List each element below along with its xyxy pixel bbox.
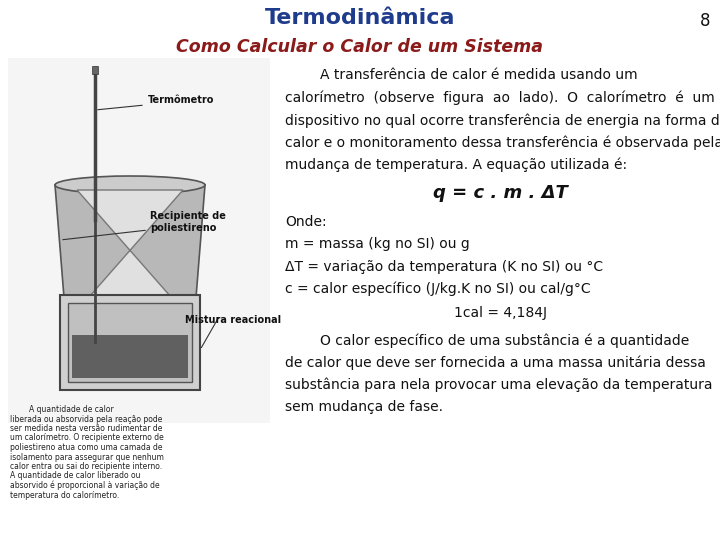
Text: q = c . m . ΔT: q = c . m . ΔT <box>433 185 567 202</box>
Text: Termodinâmica: Termodinâmica <box>265 8 455 28</box>
Text: de calor que deve ser fornecida a uma massa unitária dessa: de calor que deve ser fornecida a uma ma… <box>285 355 706 370</box>
Text: um calorímetro. O recipiente externo de: um calorímetro. O recipiente externo de <box>10 434 163 442</box>
Text: calor entra ou sai do recipiente interno.: calor entra ou sai do recipiente interno… <box>10 462 162 471</box>
Text: Mistura reacional: Mistura reacional <box>185 315 281 325</box>
Text: m = massa (kg no SI) ou g: m = massa (kg no SI) ou g <box>285 237 469 251</box>
Text: calor e o monitoramento dessa transferência é observada pela: calor e o monitoramento dessa transferên… <box>285 136 720 150</box>
Text: temperatura do calorímetro.: temperatura do calorímetro. <box>10 490 120 500</box>
Text: calorímetro  (observe  figura  ao  lado).  O  calorímetro  é  um: calorímetro (observe figura ao lado). O … <box>285 91 715 105</box>
FancyBboxPatch shape <box>68 303 192 382</box>
Text: substância para nela provocar uma elevação da temperatura: substância para nela provocar uma elevaç… <box>285 378 713 393</box>
Text: c = calor específico (J/kg.K no SI) ou cal/g°C: c = calor específico (J/kg.K no SI) ou c… <box>285 282 590 296</box>
Text: sem mudança de fase.: sem mudança de fase. <box>285 401 443 415</box>
Text: O calor específico de uma substância é a quantidade: O calor específico de uma substância é a… <box>285 333 689 348</box>
Text: 1cal = 4,184J: 1cal = 4,184J <box>454 307 546 321</box>
Text: absorvido é proporcional à variação de: absorvido é proporcional à variação de <box>10 481 160 490</box>
Text: isolamento para assegurar que nenhum: isolamento para assegurar que nenhum <box>10 453 164 462</box>
Text: Recipiente de
poliestireno: Recipiente de poliestireno <box>150 211 226 233</box>
Text: Como Calcular o Calor de um Sistema: Como Calcular o Calor de um Sistema <box>176 38 544 56</box>
Ellipse shape <box>55 176 205 194</box>
Text: A transferência de calor é medida usando um: A transferência de calor é medida usando… <box>285 68 638 82</box>
Text: ΔT = variação da temperatura (K no SI) ou °C: ΔT = variação da temperatura (K no SI) o… <box>285 260 603 273</box>
FancyBboxPatch shape <box>8 58 270 423</box>
Polygon shape <box>55 185 205 310</box>
FancyBboxPatch shape <box>72 335 188 378</box>
Text: dispositivo no qual ocorre transferência de energia na forma de: dispositivo no qual ocorre transferência… <box>285 113 720 127</box>
Text: A quantidade de calor liberado ou: A quantidade de calor liberado ou <box>10 471 140 481</box>
Text: poliestireno atua como uma camada de: poliestireno atua como uma camada de <box>10 443 163 452</box>
Text: Termômetro: Termômetro <box>148 95 215 105</box>
Text: liberada ou absorvida pela reação pode: liberada ou absorvida pela reação pode <box>10 415 163 423</box>
Text: A quantidade de calor: A quantidade de calor <box>10 405 114 414</box>
FancyBboxPatch shape <box>92 66 98 74</box>
FancyBboxPatch shape <box>60 295 200 390</box>
Text: ser medida nesta versão rudimentar de: ser medida nesta versão rudimentar de <box>10 424 163 433</box>
Polygon shape <box>77 190 183 305</box>
Text: mudança de temperatura. A equação utilizada é:: mudança de temperatura. A equação utiliz… <box>285 158 627 172</box>
Text: Onde:: Onde: <box>285 214 327 228</box>
Text: 8: 8 <box>700 12 710 30</box>
